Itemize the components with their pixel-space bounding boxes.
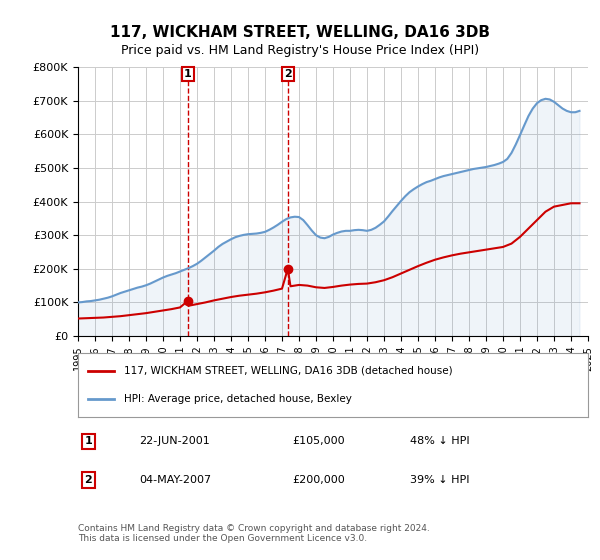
Text: Price paid vs. HM Land Registry's House Price Index (HPI): Price paid vs. HM Land Registry's House … [121,44,479,57]
Text: HPI: Average price, detached house, Bexley: HPI: Average price, detached house, Bexl… [124,394,352,404]
Text: 22-JUN-2001: 22-JUN-2001 [139,436,210,446]
Text: 39% ↓ HPI: 39% ↓ HPI [409,475,469,485]
Text: 04-MAY-2007: 04-MAY-2007 [139,475,211,485]
Text: £200,000: £200,000 [292,475,345,485]
Text: 2: 2 [284,69,292,79]
Text: 48% ↓ HPI: 48% ↓ HPI [409,436,469,446]
Text: £105,000: £105,000 [292,436,345,446]
Text: 117, WICKHAM STREET, WELLING, DA16 3DB: 117, WICKHAM STREET, WELLING, DA16 3DB [110,25,490,40]
Text: 2: 2 [85,475,92,485]
Text: 1: 1 [85,436,92,446]
Text: 117, WICKHAM STREET, WELLING, DA16 3DB (detached house): 117, WICKHAM STREET, WELLING, DA16 3DB (… [124,366,452,376]
Text: Contains HM Land Registry data © Crown copyright and database right 2024.
This d: Contains HM Land Registry data © Crown c… [78,524,430,543]
Text: 1: 1 [184,69,192,79]
